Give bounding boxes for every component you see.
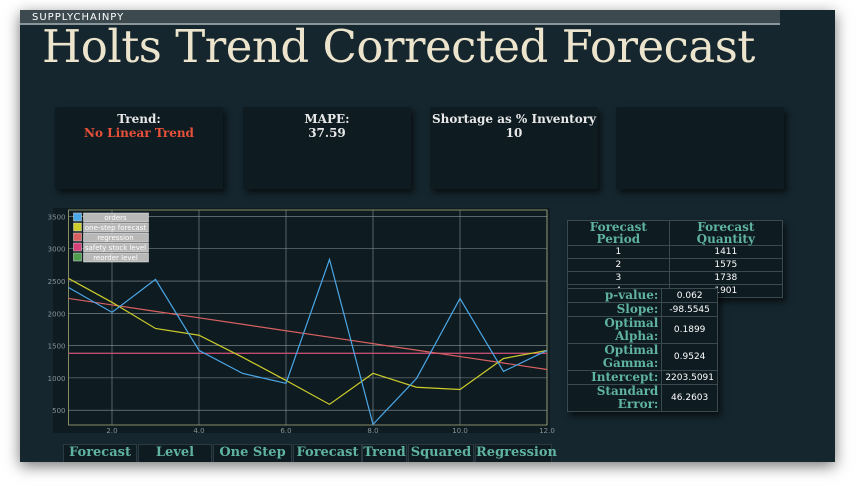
y-tick-label: 2000 [48,310,66,318]
top-bar: SUPPLYCHAINPY [20,10,780,25]
legend-bg [83,222,149,233]
y-tick-label: 1000 [48,375,66,383]
legend-label: one-step forecast [85,224,146,232]
row: Standard Error: 46.2603 [566,384,718,412]
cell: 1 [567,245,670,259]
row: Intercept: 2203.5091 [566,370,718,385]
x-tick-label: 4.0 [193,427,204,435]
series-line [68,277,548,406]
series-line [68,297,548,371]
column-header: Level [138,444,212,462]
card-label: Trend: [117,112,161,126]
cell: 1575 [668,258,784,272]
x-tick-label: 6.0 [280,427,291,435]
column-header: Squared [408,444,474,462]
cell: 2 [567,258,670,272]
legend-bg [83,212,149,223]
cell: 3 [567,271,670,285]
header-cell: Forecast Quantity [668,220,784,246]
page-title: Holts Trend Corrected Forecast [42,20,755,73]
cell: 0.9524 [661,343,718,371]
legend-bg [83,252,149,263]
card-value: 10 [505,126,523,140]
cell: 0.062 [661,288,718,303]
row: 1 1411 [567,245,784,259]
card: Shortage as % Inventory 10 [430,107,598,189]
row: 2 1575 [567,258,784,272]
cell: Standard Error: [566,384,663,412]
forecast-table: Forecast Period Forecast Quantity 1 1411 2 15… [567,220,784,298]
y-tick-label: 1500 [48,343,66,351]
cell: Slope: [566,302,663,317]
legend-swatch [73,242,82,252]
series-line [68,257,548,426]
legend-label: regression [97,234,133,242]
column-header: Forecast [293,444,362,462]
cell: Intercept: [566,370,663,385]
x-tick-label: 12.0 [539,427,555,435]
cell: 1738 [668,271,784,285]
card: MAPE: 37.59 [243,107,411,189]
cell: p-value: [566,288,663,303]
chart: 500 1000 1500 2000 2500 3000 3500 2.0 4.0 6.0 8.0 1… [48,208,555,435]
card: Trend: No Linear Trend [55,107,223,189]
legend-swatch [73,222,82,232]
app-window: SUPPLYCHAINPY Holts Trend Corrected Fore… [20,10,835,462]
header-row: Forecast Period Forecast Quantity [567,220,784,246]
legend-label: safety stock level [85,244,146,252]
logo: SUPPLYCHAINPY [32,12,125,23]
legend-bg [83,242,149,253]
y-tick-label: 500 [52,407,65,415]
y-tick-label: 3500 [48,213,66,221]
card-value: No Linear Trend [84,126,194,140]
card-label: Shortage as % Inventory [431,112,597,126]
column-header: Forecast [63,444,137,462]
cell: 1411 [668,245,784,259]
card-value: 37.59 [308,126,346,140]
x-tick-label: 10.0 [452,427,468,435]
row: p-value: 0.062 [566,288,718,303]
legend-swatch [73,212,82,222]
y-tick-label: 2500 [48,278,66,286]
cell: Optimal Alpha: [566,316,663,344]
legend-label: reorder level [93,254,138,262]
row: Optimal Alpha: 0.1899 [566,316,718,344]
row: Slope: -98.5545 [566,302,718,317]
cell: 2203.5091 [661,370,718,385]
cell: 46.2603 [661,384,718,412]
legend-bg [83,232,149,243]
legend-label: orders [104,214,127,222]
column-header: Regression [475,444,557,462]
column-header: Trend [362,444,407,462]
legend-swatch [73,232,82,242]
plot-frame [68,209,548,426]
legend-swatch [73,252,82,262]
y-tick-label: 3000 [48,246,66,254]
column-header: One Step [213,444,292,462]
cell: 0.1899 [661,316,718,344]
row: 3 1738 [567,271,784,285]
stats-table: p-value: 0.062 Slope: -98.5545 Optimal Alpha… [566,288,718,412]
cell: -98.5545 [661,302,718,317]
card-label: MAPE: [304,112,350,126]
header-cell: Forecast Period [567,220,670,246]
row: Optimal Gamma: 0.9524 [566,343,718,371]
x-tick-label: 8.0 [367,427,378,435]
card [616,107,784,189]
cell: Optimal Gamma: [566,343,663,371]
x-tick-label: 2.0 [106,427,117,435]
